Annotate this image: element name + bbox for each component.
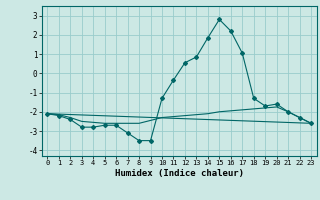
X-axis label: Humidex (Indice chaleur): Humidex (Indice chaleur) [115,169,244,178]
